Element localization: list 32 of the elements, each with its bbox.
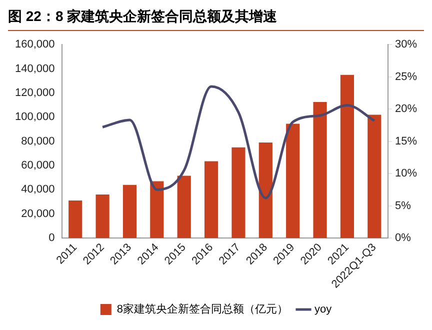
y2-tick-label: 10% xyxy=(394,168,418,180)
bar xyxy=(340,74,354,238)
bar xyxy=(313,102,327,238)
y-tick-label: 20,000 xyxy=(21,208,55,220)
line-series xyxy=(101,85,376,200)
legend-label: yoy xyxy=(314,304,332,316)
bar xyxy=(177,176,191,238)
y2-tick-label: 30% xyxy=(394,38,418,51)
y-tick-label: 80,000 xyxy=(21,135,55,148)
y2-tick-label: 15% xyxy=(394,135,418,148)
y-tick-label: 60,000 xyxy=(21,160,55,172)
y-tick-label: 40,000 xyxy=(21,184,55,196)
chart-title: 图 22：8 家建筑央企新签合同总额及其增速 xyxy=(8,8,424,31)
bar xyxy=(96,194,110,238)
bar xyxy=(68,200,82,238)
bar xyxy=(122,184,137,238)
legend-label: 8家建筑央企新签合同总额（亿元） xyxy=(116,302,288,316)
y-tick-label: 140,000 xyxy=(14,62,55,75)
y-tick-label: 0 xyxy=(48,232,55,244)
y2-tick-label: 25% xyxy=(394,70,418,83)
bar xyxy=(204,161,218,238)
bar xyxy=(258,142,272,238)
y-tick-label: 100,000 xyxy=(14,111,55,124)
y2-tick-label: 0% xyxy=(394,232,412,244)
bar xyxy=(232,147,246,238)
bar xyxy=(368,114,382,238)
y-tick-label: 120,000 xyxy=(14,86,55,99)
bar xyxy=(286,124,300,238)
bar xyxy=(150,181,164,238)
y2-tick-label: 20% xyxy=(394,103,418,116)
y-tick-label: 160,000 xyxy=(14,38,55,51)
y2-tick-label: 5% xyxy=(394,200,412,212)
